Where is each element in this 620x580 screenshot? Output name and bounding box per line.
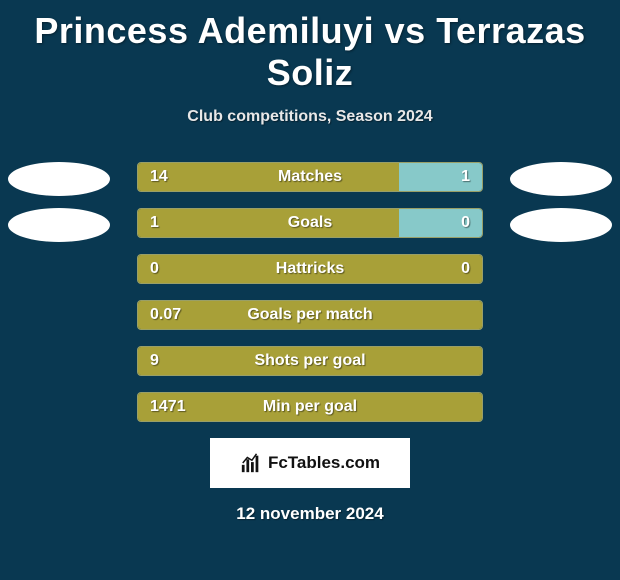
subtitle: Club competitions, Season 2024 bbox=[0, 108, 620, 126]
stat-value-left: 14 bbox=[150, 168, 168, 186]
player-right-badge-1 bbox=[510, 162, 612, 196]
stat-row: 14 1 Matches bbox=[137, 162, 483, 192]
brand-chart-icon bbox=[240, 452, 262, 474]
stat-label: Goals per match bbox=[247, 306, 372, 324]
player-left-badge-1 bbox=[8, 162, 110, 196]
stat-value-right: 1 bbox=[461, 168, 470, 186]
player-right-badge-2 bbox=[510, 208, 612, 242]
stat-value-left: 0.07 bbox=[150, 306, 181, 324]
stat-row: 0.07 Goals per match bbox=[137, 300, 483, 330]
stat-bar-left bbox=[138, 209, 399, 237]
stat-row: 1 0 Goals bbox=[137, 208, 483, 238]
stat-value-left: 1471 bbox=[150, 398, 186, 416]
stat-value-right: 0 bbox=[461, 214, 470, 232]
stat-label: Shots per goal bbox=[254, 352, 365, 370]
date-label: 12 november 2024 bbox=[0, 504, 620, 524]
page-title: Princess Ademiluyi vs Terrazas Soliz bbox=[0, 0, 620, 94]
stat-row: 1471 Min per goal bbox=[137, 392, 483, 422]
stat-label: Min per goal bbox=[263, 398, 357, 416]
stats-column: 14 1 Matches 1 0 Goals 0 0 Hattricks 0.07 Goals pe… bbox=[137, 162, 483, 422]
stat-label: Hattricks bbox=[276, 260, 344, 278]
stat-label: Goals bbox=[288, 214, 332, 232]
stat-row: 0 0 Hattricks bbox=[137, 254, 483, 284]
brand-badge: FcTables.com bbox=[210, 438, 410, 488]
player-left-badge-2 bbox=[8, 208, 110, 242]
stat-value-left: 1 bbox=[150, 214, 159, 232]
stat-value-left: 0 bbox=[150, 260, 159, 278]
content-area: 14 1 Matches 1 0 Goals 0 0 Hattricks 0.07 Goals pe… bbox=[0, 162, 620, 524]
stat-value-right: 0 bbox=[461, 260, 470, 278]
stat-label: Matches bbox=[278, 168, 342, 186]
stat-row: 9 Shots per goal bbox=[137, 346, 483, 376]
stat-value-left: 9 bbox=[150, 352, 159, 370]
stat-bar-left bbox=[138, 163, 399, 191]
brand-text: FcTables.com bbox=[268, 453, 380, 473]
